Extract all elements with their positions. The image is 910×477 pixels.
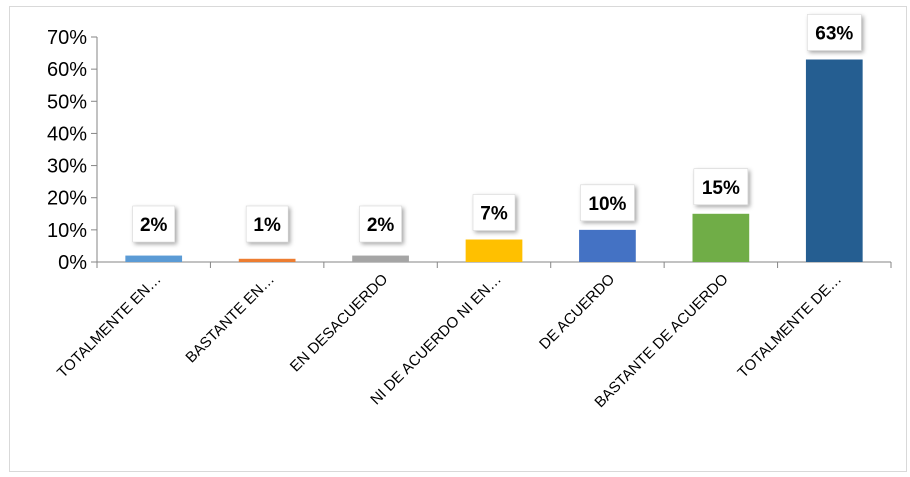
data-label: 7% — [480, 204, 508, 225]
data-label: 10% — [588, 194, 626, 215]
data-label-box — [245, 205, 289, 243]
y-tick-label: 50% — [47, 91, 87, 113]
data-label-box — [472, 194, 516, 231]
category-labels: TOTALMENTE EN… BASTANTE EN… EN DESACUERDON… — [54, 271, 845, 411]
bar — [238, 258, 296, 262]
y-tick-label: 40% — [47, 123, 87, 145]
data-label: 2% — [140, 215, 168, 236]
data-label-box — [132, 205, 175, 243]
bar — [692, 213, 750, 262]
x-tick-label: NI DE ACUERDO NI EN… — [367, 271, 505, 409]
bar — [352, 255, 409, 262]
bar — [805, 59, 863, 262]
x-tick-label: DE ACUERDO — [536, 271, 618, 353]
y-tick-label: 0% — [58, 252, 87, 274]
axes: 0% 10% 20% 30% 40% 50% 60% 70% — [47, 27, 892, 274]
data-label-box — [807, 14, 862, 51]
bars — [125, 59, 863, 262]
bar — [465, 239, 523, 262]
bar — [125, 255, 183, 262]
bar — [579, 229, 636, 262]
data-label-box — [693, 168, 749, 206]
data-label: 2% — [367, 215, 395, 236]
x-tick-label: BASTANTE DE ACUERDO — [591, 271, 731, 411]
data-labels: 2% 1% 2% 7% 10% 15% 63% — [132, 14, 862, 243]
x-tick-label: TOTALMENTE DE… — [734, 271, 845, 382]
x-tick-label: BASTANTE EN… — [182, 271, 278, 367]
y-tick-label: 60% — [47, 59, 87, 81]
data-label: 63% — [815, 24, 853, 45]
data-label: 1% — [253, 215, 281, 236]
y-tick-label: 20% — [47, 188, 87, 210]
x-tick-label: EN DESACUERDO — [287, 271, 392, 376]
x-tick-label: TOTALMENTE EN… — [54, 271, 165, 382]
y-tick-label: 10% — [47, 220, 87, 242]
y-tick-label: 30% — [47, 156, 87, 178]
data-label-box — [580, 184, 635, 222]
y-tick-label: 70% — [47, 27, 87, 49]
data-label-box — [359, 205, 402, 243]
data-label: 15% — [702, 178, 740, 199]
